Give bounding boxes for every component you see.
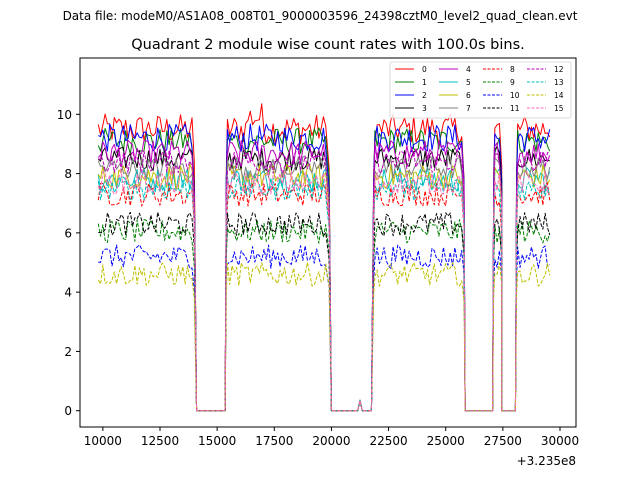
legend-label-1: 1: [422, 78, 427, 87]
x-tick-label: 30000: [541, 434, 579, 448]
chart-title: Quadrant 2 module wise count rates with …: [131, 37, 525, 53]
y-tick-label: 0: [64, 404, 72, 418]
y-tick-label: 4: [64, 286, 72, 300]
series-line-11: [98, 211, 551, 412]
y-tick-label: 6: [64, 226, 72, 240]
y-axis: 0 2 4 6 8 10: [57, 108, 80, 418]
legend-label-6: 6: [466, 91, 471, 100]
x-tick-label: 17500: [255, 434, 293, 448]
series-layer: [97, 103, 551, 412]
y-tick-label: 8: [64, 167, 72, 181]
x-tick-label: 20000: [312, 434, 350, 448]
x-offset-label: +3.235e8: [517, 454, 576, 468]
series-line-9: [97, 219, 551, 412]
plot-frame: [79, 57, 577, 428]
series-line-1: [97, 127, 551, 412]
series-line-13: [97, 176, 551, 412]
legend-label-14: 14: [554, 91, 564, 100]
y-tick-label: 10: [57, 108, 72, 122]
legend-label-8: 8: [510, 65, 515, 74]
series-line-4: [98, 139, 551, 412]
series-line-5: [97, 166, 551, 412]
series-line-7: [97, 156, 551, 412]
legend-label-9: 9: [510, 78, 515, 87]
legend-box: [389, 61, 572, 119]
legend-label-2: 2: [422, 91, 427, 100]
legend-label-7: 7: [466, 104, 471, 113]
legend-label-3: 3: [422, 104, 427, 113]
x-tick-label: 22500: [369, 434, 407, 448]
y-tick-label: 2: [64, 345, 72, 359]
data-file-label: Data file: modeM0/AS1A08_008T01_90000035…: [63, 9, 578, 23]
legend-label-13: 13: [554, 78, 564, 87]
x-tick-label: 10000: [84, 434, 122, 448]
legend-label-0: 0: [422, 65, 427, 74]
series-line-6: [97, 163, 551, 412]
legend-label-11: 11: [510, 104, 520, 113]
series-line-15: [97, 170, 550, 412]
series-line-3: [97, 146, 550, 412]
legend-label-10: 10: [510, 91, 520, 100]
x-tick-label: 15000: [198, 434, 236, 448]
x-axis: 10000 12500 15000 17500 20000 22500 25000 27500…: [84, 427, 579, 448]
series-line-8: [97, 182, 551, 412]
x-tick-label: 27500: [484, 434, 522, 448]
legend-label-12: 12: [554, 65, 564, 74]
legend-label-15: 15: [554, 104, 564, 113]
x-tick-label: 25000: [427, 434, 465, 448]
series-line-12: [97, 149, 550, 412]
legend-label-5: 5: [466, 78, 471, 87]
series-line-2: [98, 123, 551, 412]
series-line-14: [97, 262, 551, 412]
legend-label-4: 4: [466, 65, 471, 74]
x-tick-label: 12500: [141, 434, 179, 448]
series-line-10: [98, 244, 551, 412]
